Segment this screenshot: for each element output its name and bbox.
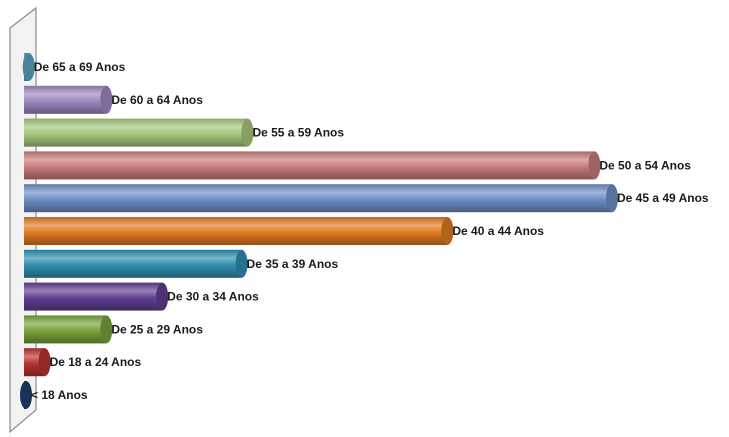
bar-label-1: De 18 a 24 Anos [50,355,142,369]
bar-label-5: De 40 a 44 Anos [452,224,544,238]
bar-label-7: De 50 a 54 Anos [599,158,691,172]
bars-group: < 18 Anos De 18 a 24 Anos De 25 a 29 Anos D… [20,53,709,409]
bar-5: De 40 a 44 Anos [24,217,544,245]
bar-cap-7 [588,151,601,180]
bar-6: De 45 a 49 Anos [24,184,709,213]
bar-2: De 25 a 29 Anos [24,315,203,344]
bar-cap-6 [606,184,618,213]
bar-label-4: De 35 a 39 Anos [247,257,339,271]
bar-body-9 [24,85,107,114]
bar-cap-8 [241,118,254,147]
bar-label-10: De 65 a 69 Anos [34,60,126,74]
bar-cap-4 [235,249,248,278]
bar-cap-2 [100,315,113,344]
bar-cap-10 [22,53,35,81]
bar-cap-0 [20,381,32,409]
bar-cap-5 [441,217,454,245]
bar-9: De 60 a 64 Anos [24,85,203,114]
bar-body-3 [24,282,163,311]
bar-cap-9 [100,85,113,114]
bar-cap-3 [156,282,169,311]
bar-cap-1 [38,348,51,377]
bar-body-2 [24,315,107,344]
bar-label-8: De 55 a 59 Anos [252,126,344,140]
bar-label-6: De 45 a 49 Anos [617,191,709,205]
bar-8: De 55 a 59 Anos [24,118,344,147]
bar-3: De 30 a 34 Anos [24,282,259,311]
bar-label-2: De 25 a 29 Anos [111,322,203,336]
bar-body-7 [24,151,595,180]
bar-1: De 18 a 24 Anos [24,348,142,377]
bar-label-9: De 60 a 64 Anos [111,93,203,107]
bar-body-8 [24,118,248,147]
bar-4: De 35 a 39 Anos [24,249,339,278]
bar-label-0: < 18 Anos [31,388,88,402]
bar-body-6 [24,184,612,213]
bar-body-5 [24,217,448,245]
bar-7: De 50 a 54 Anos [24,151,691,180]
bar-0: < 18 Anos [20,381,88,409]
bar-body-4 [24,249,242,278]
bar-10: De 65 a 69 Anos [22,53,126,81]
bar-label-3: De 30 a 34 Anos [167,290,259,304]
